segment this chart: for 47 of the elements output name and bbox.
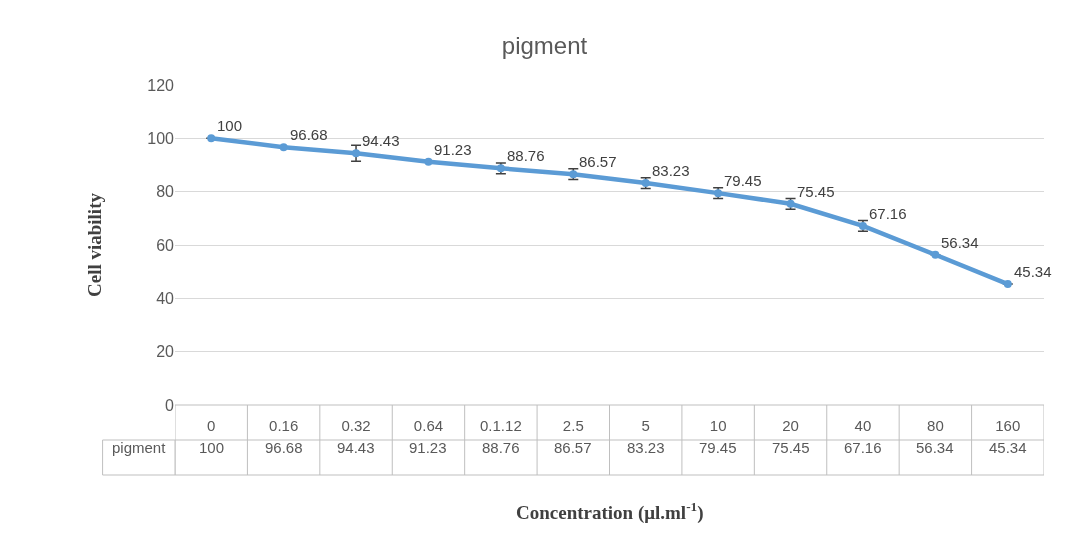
y-tick-label: 120 (147, 76, 175, 94)
y-tick-label: 60 (156, 236, 175, 254)
annotation: 94.43 (362, 132, 400, 149)
data-label: 96.68 (265, 439, 303, 456)
x-axis-title: Concentration (μl.ml$^{-1}$) (516, 499, 704, 524)
data-label: 91.23 (409, 439, 447, 456)
data-label: 86.57 (554, 439, 592, 456)
x-tick-label: 0.16 (269, 417, 299, 434)
y-tick-label: 0 (165, 396, 175, 414)
x-tick-label: 40 (854, 417, 872, 434)
data-label: 100 (199, 439, 225, 456)
data-label: 56.34 (916, 439, 954, 456)
annotation: 88.76 (507, 147, 545, 164)
annotation: 67.16 (869, 205, 907, 222)
x-tick-label: 20 (782, 417, 799, 434)
annotation: 56.34 (941, 234, 979, 251)
annotation: 86.57 (579, 153, 617, 170)
x-tick-label: 2.5 (562, 417, 584, 434)
y-tick-label: 80 (156, 183, 175, 201)
annotation: 91.23 (434, 141, 472, 158)
data-label: 45.34 (989, 439, 1027, 456)
annotation: 79.45 (724, 172, 762, 189)
x-tick-label: 160 (995, 417, 1021, 434)
annotation: 75.45 (797, 183, 835, 200)
text: pigment (112, 439, 167, 456)
x-tick-label: 0.32 (341, 417, 371, 434)
y-axis-title: Cell viability (84, 192, 106, 297)
chart-title: pigment (501, 32, 588, 60)
x-tick-label: 10 (709, 417, 727, 434)
x-tick-label: 0.64 (413, 417, 444, 434)
data-label: 67.16 (844, 439, 882, 456)
data-label: 75.45 (772, 439, 810, 456)
y-tick-label: 40 (156, 289, 175, 307)
data-label: 88.76 (482, 439, 520, 456)
x-tick-label: 0.1.12 (480, 417, 522, 434)
data-label: 94.43 (337, 439, 375, 456)
data-label: 83.23 (627, 439, 665, 456)
y-tick-label: 100 (147, 129, 175, 147)
annotation: 96.68 (290, 126, 328, 143)
x-tick-label: 5 (641, 417, 650, 434)
annotation: 83.23 (652, 162, 690, 179)
data-label: 79.45 (699, 439, 737, 456)
annotation: 45.34 (1014, 263, 1052, 280)
x-tick-label: 80 (927, 417, 944, 434)
annotation: 100 (217, 117, 243, 134)
x-tick-label: 0 (207, 417, 216, 434)
y-tick-label: 20 (156, 343, 175, 361)
